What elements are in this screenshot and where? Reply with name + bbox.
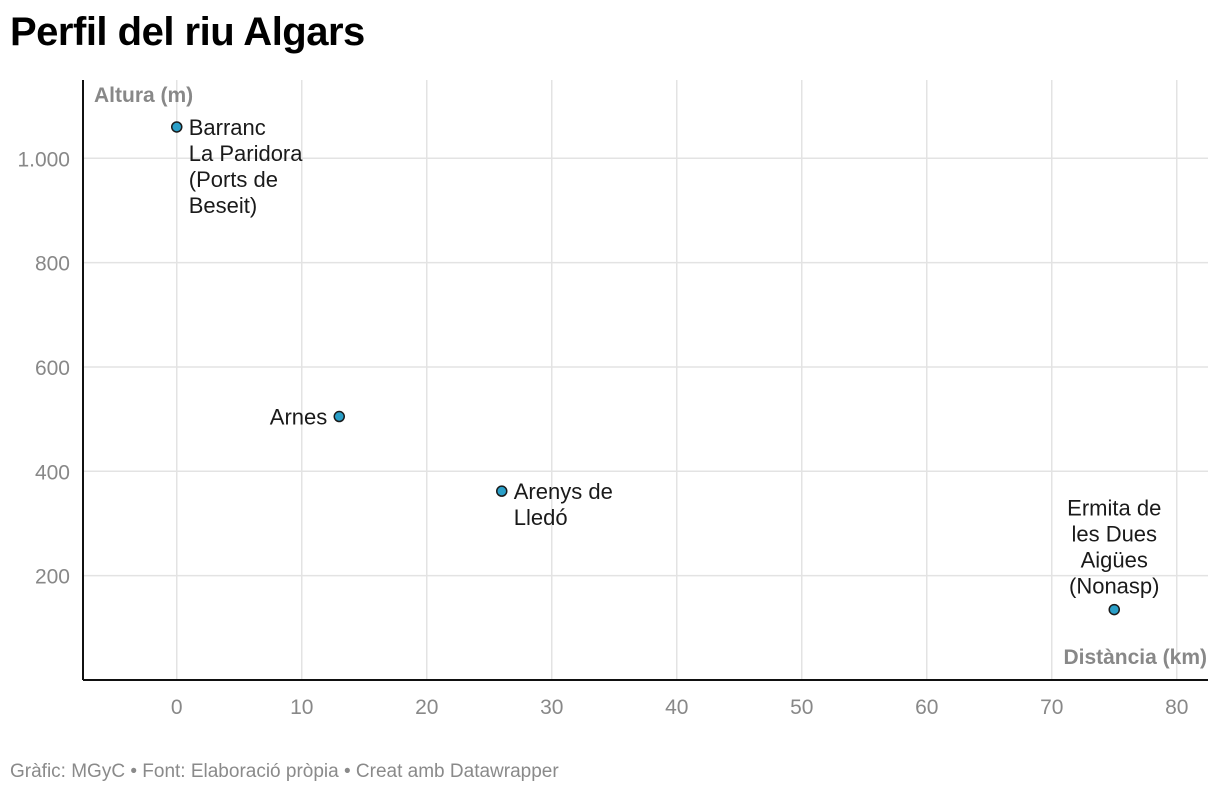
point-label-line: (Ports de: [189, 167, 278, 192]
x-tick-label: 20: [415, 696, 438, 719]
x-tick-label: 50: [790, 696, 813, 719]
point-label-line: Lledó: [514, 505, 568, 530]
point-label-line: Ermita de: [1067, 496, 1161, 521]
y-tick-label: 800: [35, 253, 70, 276]
data-point: [496, 485, 508, 497]
x-tick-label: 10: [290, 696, 313, 719]
y-tick-label: 400: [35, 461, 70, 484]
point-label-line: Barranc: [189, 115, 266, 140]
chart-title: Perfil del riu Algars: [10, 10, 365, 54]
point-label: Arenys de Lledó: [514, 479, 613, 530]
point-label: Ermita de les Dues Aigües (Nonasp): [1067, 496, 1161, 599]
y-tick-label: 1.000: [17, 148, 70, 171]
point-label-line: les Dues: [1071, 522, 1157, 547]
point-label-line: Beseit): [189, 193, 257, 218]
x-tick-label: 70: [1040, 696, 1063, 719]
x-tick-label: 60: [915, 696, 938, 719]
y-tick-label: 600: [35, 357, 70, 380]
tick-labels: 0 10 20 30 40 50 60 70 80 200 400 600 800 1.000: [17, 148, 1188, 719]
point-label: Barranc La Paridora (Ports de Beseit): [189, 115, 304, 218]
point-label-line: La Paridora: [189, 141, 304, 166]
chart-footer: Gràfic: MGyC • Font: Elaboració pròpia •…: [10, 761, 559, 782]
x-tick-label: 40: [665, 696, 688, 719]
grid-lines: [83, 80, 1208, 680]
data-point: [171, 121, 183, 133]
x-tick-label: 30: [540, 696, 563, 719]
point-label: Arnes: [270, 405, 327, 430]
x-tick-label: 80: [1165, 696, 1188, 719]
point-label-line: Arnes: [270, 405, 327, 430]
point-label-line: Arenys de: [514, 479, 613, 504]
y-tick-label: 200: [35, 566, 70, 589]
point-label-line: (Nonasp): [1069, 574, 1159, 599]
x-axis-title: Distància (km): [1063, 646, 1207, 669]
x-tick-label: 0: [171, 696, 183, 719]
data-point: [333, 410, 345, 423]
y-axis-title: Altura (m): [94, 84, 193, 107]
axis-titles: Altura (m) Distància (km): [94, 84, 1207, 669]
axes: [82, 80, 1208, 681]
data-point: [1108, 603, 1120, 616]
point-label-line: Aigües: [1081, 548, 1148, 573]
data-points: Barranc La Paridora (Ports de Beseit) Arnes A…: [171, 115, 1161, 616]
